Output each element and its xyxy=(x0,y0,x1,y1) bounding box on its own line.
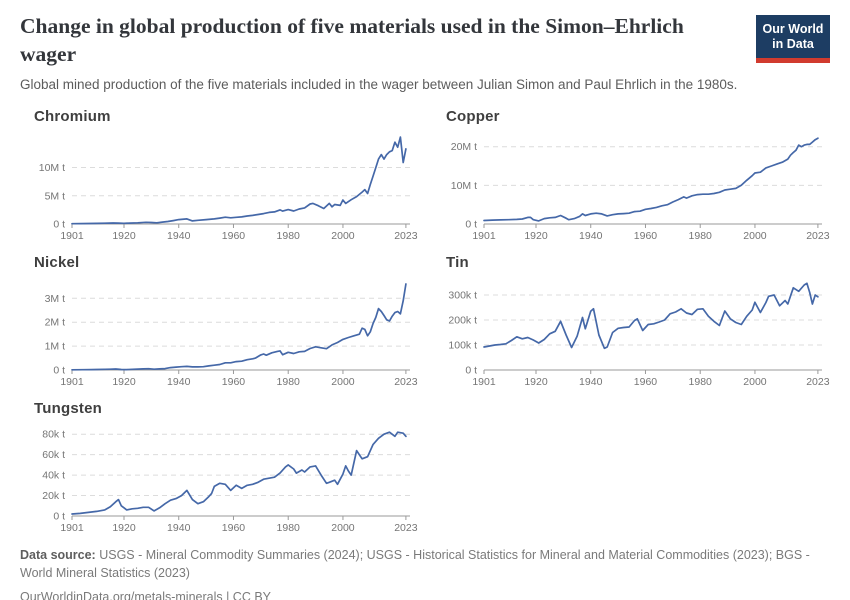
license-line: OurWorldinData.org/metals-minerals | CC … xyxy=(20,590,272,600)
svg-text:2023: 2023 xyxy=(394,230,418,242)
svg-text:1M t: 1M t xyxy=(45,341,66,353)
chart-title-chromium: Chromium xyxy=(34,107,111,125)
svg-text:1980: 1980 xyxy=(689,230,713,242)
svg-text:1940: 1940 xyxy=(579,376,603,388)
data-source-line: Data source: USGS - Mineral Commodity Su… xyxy=(20,546,830,582)
chart-plot-chromium: 0 t 5M t 10M t 1901 1920 1940 1960 1980 2000 2023 xyxy=(39,136,418,242)
svg-text:1920: 1920 xyxy=(524,376,548,388)
svg-text:1920: 1920 xyxy=(112,522,136,534)
svg-text:3M t: 3M t xyxy=(45,293,66,305)
svg-text:100k t: 100k t xyxy=(448,339,477,351)
svg-text:60k t: 60k t xyxy=(42,449,65,461)
svg-text:2000: 2000 xyxy=(331,230,355,242)
owid-logo: Our World in Data xyxy=(756,15,830,63)
svg-text:1901: 1901 xyxy=(472,376,496,388)
chart-plot-tungsten: 0 t 20k t 40k t 60k t 80k t 1901 1920 1940 1960 1… xyxy=(42,429,418,534)
svg-text:1960: 1960 xyxy=(634,376,658,388)
svg-text:2000: 2000 xyxy=(331,522,355,534)
svg-text:300k t: 300k t xyxy=(448,289,477,301)
svg-text:40k t: 40k t xyxy=(42,470,65,482)
charts-grid: Chromium 0 t 5M t 10M t 1901 1920 1940 1960 198… xyxy=(20,104,830,536)
chart-title-copper: Copper xyxy=(446,107,500,125)
svg-text:1920: 1920 xyxy=(112,230,136,242)
page-subtitle: Global mined production of the five mate… xyxy=(20,76,738,92)
svg-text:2023: 2023 xyxy=(806,230,830,242)
title-block: Change in global production of five mate… xyxy=(20,12,756,94)
svg-text:20k t: 20k t xyxy=(42,490,65,502)
chart-plot-copper: 0 t 10M t 20M t 1901 1920 1940 1960 1980 2000 202… xyxy=(451,137,830,242)
svg-text:2000: 2000 xyxy=(743,376,767,388)
chart-tin: Tin 0 t 100k t 200k t 300k t 1901 1920 1940 196… xyxy=(432,250,830,390)
svg-text:80k t: 80k t xyxy=(42,429,65,441)
chart-tungsten: Tungsten 0 t 20k t 40k t 60k t 80k t 1901 1920… xyxy=(20,396,418,536)
svg-text:1940: 1940 xyxy=(167,230,191,242)
svg-text:1940: 1940 xyxy=(167,522,191,534)
chart-plot-nickel: 0 t 1M t 2M t 3M t 1901 1920 1940 1960 1980 2000 2… xyxy=(45,283,418,388)
svg-text:0 t: 0 t xyxy=(53,364,65,376)
svg-text:1901: 1901 xyxy=(472,230,496,242)
svg-text:0 t: 0 t xyxy=(53,510,65,522)
svg-text:1960: 1960 xyxy=(222,230,246,242)
chart-title-tungsten: Tungsten xyxy=(34,399,102,417)
svg-text:1940: 1940 xyxy=(579,230,603,242)
svg-text:1960: 1960 xyxy=(222,522,246,534)
footer: Data source: USGS - Mineral Commodity Su… xyxy=(20,546,830,600)
svg-text:200k t: 200k t xyxy=(448,314,477,326)
svg-text:2000: 2000 xyxy=(743,230,767,242)
data-source-label: Data source: xyxy=(20,547,96,562)
svg-text:1920: 1920 xyxy=(112,376,136,388)
svg-text:10M t: 10M t xyxy=(39,162,65,174)
chart-title-tin: Tin xyxy=(446,253,469,271)
svg-text:1960: 1960 xyxy=(222,376,246,388)
svg-text:1960: 1960 xyxy=(634,230,658,242)
svg-text:20M t: 20M t xyxy=(451,141,477,153)
owid-logo-box: Our World in Data xyxy=(756,15,830,63)
svg-text:5M t: 5M t xyxy=(45,190,66,202)
chart-plot-tin: 0 t 100k t 200k t 300k t 1901 1920 1940 1960 198… xyxy=(448,282,830,388)
svg-text:0 t: 0 t xyxy=(465,218,477,230)
svg-text:1980: 1980 xyxy=(689,376,713,388)
svg-text:1980: 1980 xyxy=(277,376,301,388)
chart-title-nickel: Nickel xyxy=(34,253,80,271)
svg-text:2000: 2000 xyxy=(331,376,355,388)
svg-text:1920: 1920 xyxy=(524,230,548,242)
svg-text:2023: 2023 xyxy=(806,376,830,388)
owid-logo-line1: Our World xyxy=(762,22,824,36)
chart-nickel: Nickel 0 t 1M t 2M t 3M t 1901 1920 1940 1960 19… xyxy=(20,250,418,390)
chart-chromium: Chromium 0 t 5M t 10M t 1901 1920 1940 1960 198… xyxy=(20,104,418,244)
owid-logo-line2: in Data xyxy=(772,37,814,51)
svg-text:2M t: 2M t xyxy=(45,317,66,329)
data-source-text: USGS - Mineral Commodity Summaries (2024… xyxy=(20,547,810,581)
svg-text:1980: 1980 xyxy=(277,522,301,534)
svg-text:0 t: 0 t xyxy=(465,364,477,376)
empty-grid-cell xyxy=(432,396,830,536)
svg-text:2023: 2023 xyxy=(394,376,418,388)
svg-text:1901: 1901 xyxy=(60,230,84,242)
svg-text:0 t: 0 t xyxy=(53,218,65,230)
chart-copper: Copper 0 t 10M t 20M t 1901 1920 1940 1960 1980… xyxy=(432,104,830,244)
svg-text:1940: 1940 xyxy=(167,376,191,388)
page-title: Change in global production of five mate… xyxy=(20,14,684,67)
svg-text:2023: 2023 xyxy=(394,522,418,534)
header: Change in global production of five mate… xyxy=(20,12,830,94)
svg-text:1901: 1901 xyxy=(60,376,84,388)
svg-text:1980: 1980 xyxy=(277,230,301,242)
svg-text:10M t: 10M t xyxy=(451,180,477,192)
svg-text:1901: 1901 xyxy=(60,522,84,534)
